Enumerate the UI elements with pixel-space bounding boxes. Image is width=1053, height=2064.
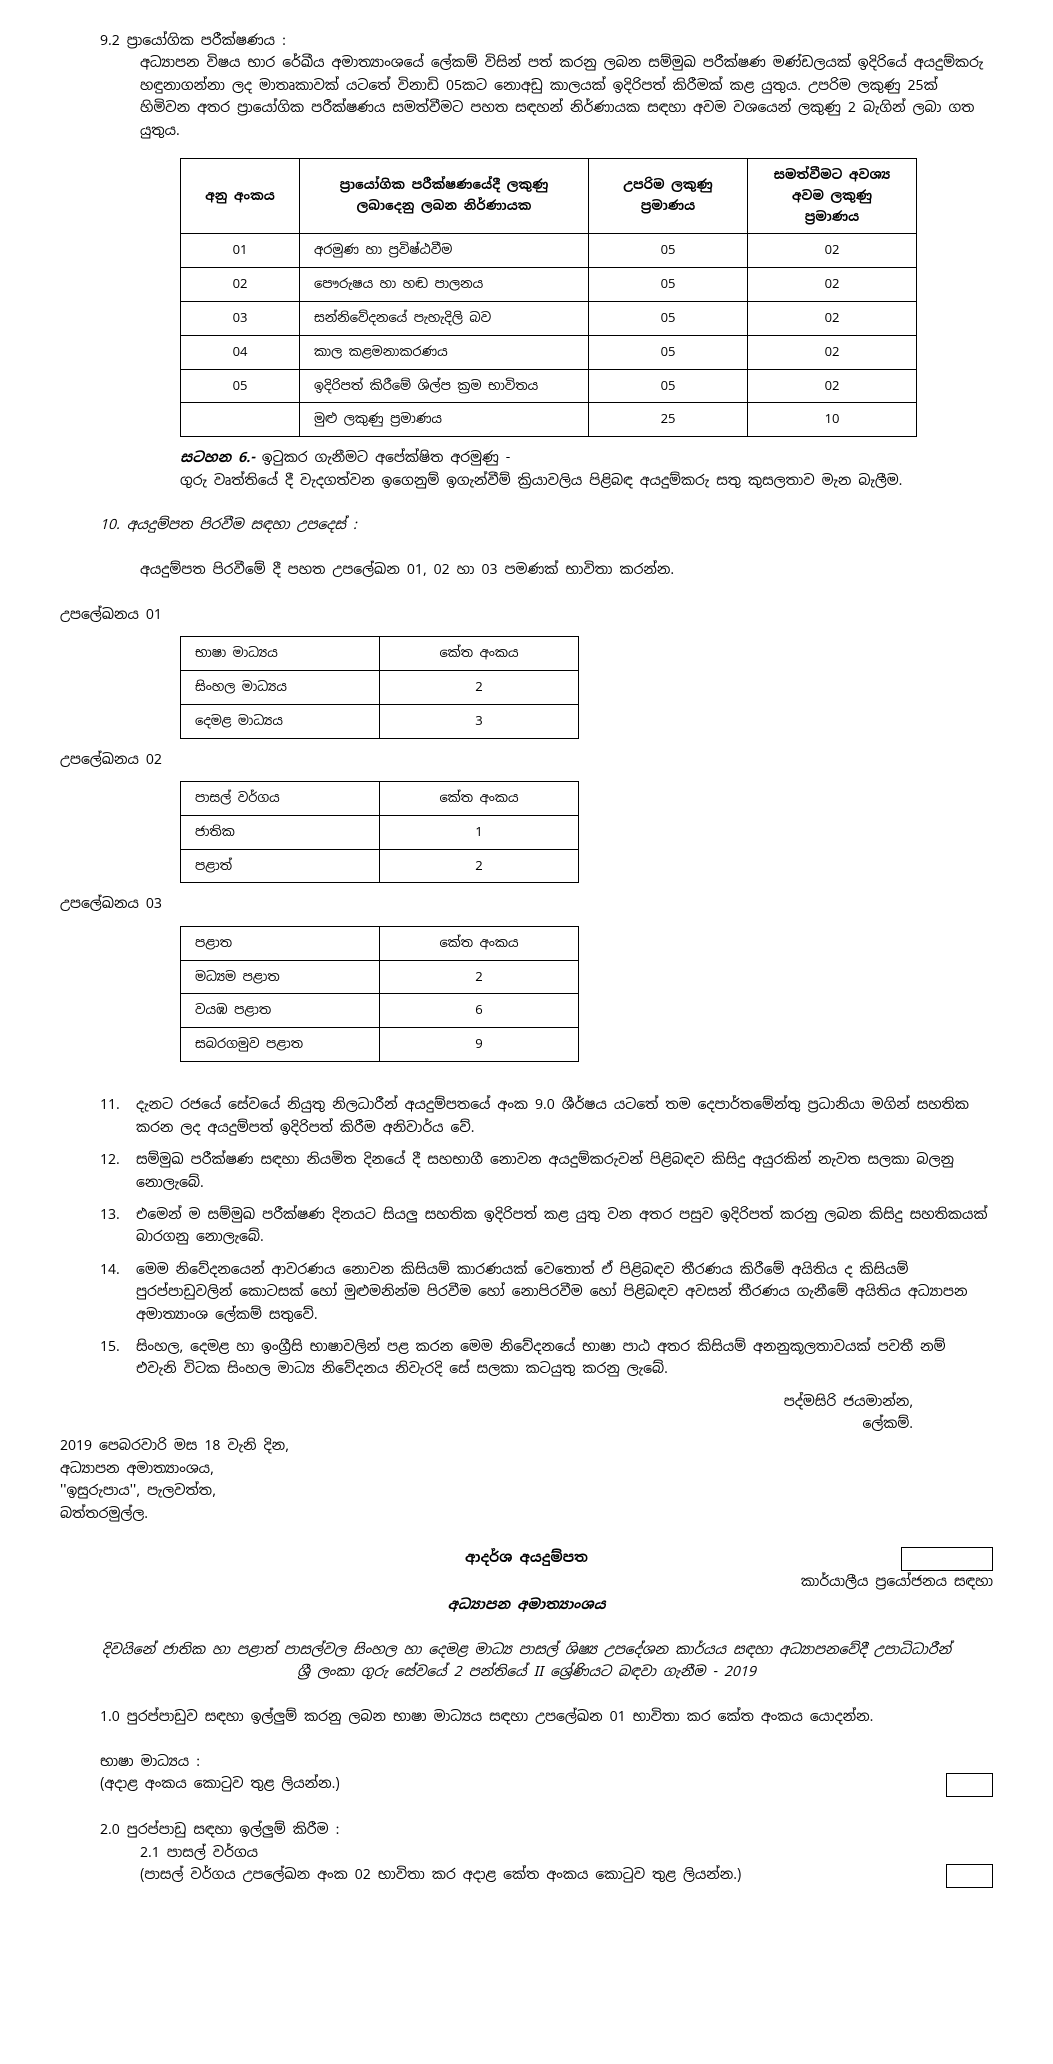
th: උපරිම ලකුණු ප්‍රමාණය — [589, 158, 748, 233]
para-9-2: අධ්‍යාපන විෂය භාර රේඛීය අමාත්‍යාංශයේ ලේක… — [140, 52, 993, 142]
q21-input-box[interactable] — [946, 1864, 993, 1888]
sign-title: ලේකම්. — [60, 1413, 913, 1435]
heading-9-2: 9.2 ප්‍රායෝගික පරීක්ෂණය : — [100, 30, 993, 52]
schedule-3-label: උපලේඛනය 03 — [60, 893, 993, 915]
table-schedule-1: භාෂා මාධ්‍යයකේත අංකය සිංහල මාධ්‍යය2 දෙමළ… — [180, 636, 579, 738]
schedule-1-label: උපලේඛනය 01 — [60, 604, 993, 626]
table-row: 01අරමුණ හා ප්‍රවිෂ්ඨවීම0502 — [181, 234, 917, 268]
long-title: දිවයිනේ ජාතික හා පළාත් පාසල්වල සිංහල හා … — [60, 1639, 993, 1684]
office-box[interactable] — [901, 1547, 993, 1571]
table-criteria-wrap: අනු අංකය ප්‍රායෝගික පරීක්ෂණයේදී ලකුණු ලබ… — [180, 158, 993, 437]
item-13: 13.එමෙන් ම සම්මුඛ පරීක්ෂණ දිනයට සියලු සහ… — [100, 1204, 993, 1249]
q1: 1.0 පුරප්පාඩුව සඳහා ඉල්ලුම් කරනු ලබන භාෂ… — [100, 1706, 993, 1797]
note-6-label: සටහන 6.- — [180, 449, 262, 467]
heading-10: 10. අයදුම්පත පිරවීම සඳහා උපදෙස් : — [100, 514, 993, 536]
table-schedule-2: පාසල් වර්ගයකේත අංකය ජාතික1 පළාත්2 — [180, 781, 579, 883]
signature-block: පද්මසිරි ජයමාන්න, ලේකම්. — [60, 1391, 913, 1436]
table-row: 04කාල කළමනාකරණය0502 — [181, 335, 917, 369]
table-row: 05ඉදිරිපත් කිරීමේ ශිල්ප ක්‍රම භාවිතය0502 — [181, 369, 917, 403]
q2: 2.0 පුරප්පාඩු සඳහා ඉල්ලුම් කිරීම : 2.1 ප… — [100, 1819, 993, 1888]
section-9-2: 9.2 ප්‍රායෝගික පරීක්ෂණය : අධ්‍යාපන විෂය … — [100, 30, 993, 142]
form-title: ආදර්ශ අයදුම්පත — [371, 1547, 682, 1569]
th: සමත්වීමට අවශ්‍ය අවම ලකුණු ප්‍රමාණය — [748, 158, 917, 233]
office-label: කාර්යාලීය ප්‍රයෝජනය සඳහා — [60, 1571, 993, 1593]
item-15: 15.සිංහල, දෙමළ හා ඉංග්‍රීසි භාෂාවලින් පළ… — [100, 1336, 993, 1381]
note-6-body: ගුරු වෘත්තියේ දී වැදගත්වන ඉගෙනුම් ඉගැන්ව… — [180, 470, 993, 492]
para-10: අයදුම්පත පිරවීමේ දී පහත උපලේඛන 01, 02 හා… — [140, 559, 993, 581]
th: ප්‍රායෝගික පරීක්ෂණයේදී ලකුණු ලබාදෙනු ලබන… — [300, 158, 589, 233]
table-row: අනු අංකය ප්‍රායෝගික පරීක්ෂණයේදී ලකුණු ලබ… — [181, 158, 917, 233]
q1-input-box[interactable] — [946, 1773, 993, 1797]
table-schedule-3: පළාතකේත අංකය මධ්‍යම පළාත2 වයඹ පළාත6 සබරග… — [180, 926, 579, 1062]
table-row: මුළු ලකුණු ප්‍රමාණය2510 — [181, 403, 917, 437]
table-row: 02පෞරුෂය හා හඬ පාලනය0502 — [181, 268, 917, 302]
sign-name: පද්මසිරි ජයමාන්න, — [60, 1391, 913, 1413]
note-6-title: ඉටුකර ගැනීමට අපේක්ෂිත අරමුණු - — [262, 449, 510, 467]
footer-block: 2019 පෙබරවාරි මස 18 වැනි දින, අධ්‍යාපන අ… — [60, 1435, 993, 1525]
ministry-title: අධ්‍යාපන අමාත්‍යාංශය — [60, 1594, 993, 1616]
th: අනු අංකය — [181, 158, 300, 233]
item-12: 12.සම්මුඛ පරීක්ෂණ සඳහා නියමිත දිනයේ දී ස… — [100, 1149, 993, 1194]
table-criteria: අනු අංකය ප්‍රායෝගික පරීක්ෂණයේදී ලකුණු ලබ… — [180, 158, 917, 437]
table-row: 03සන්නිවේදනයේ පැහැදිලි බව0502 — [181, 301, 917, 335]
schedule-2-label: උපලේඛනය 02 — [60, 749, 993, 771]
note-6: සටහන 6.- ඉටුකර ගැනීමට අපේක්ෂිත අරමුණු - — [180, 447, 993, 469]
form-header: ආදර්ශ අයදුම්පත — [60, 1547, 993, 1571]
item-11: 11.දැනට රජයේ සේවයේ නියුතු නිලධාරීන් අයදු… — [100, 1094, 993, 1139]
item-14: 14.මෙම නිවේදනයෙන් ආවරණය නොවන කිසියම් කාර… — [100, 1259, 993, 1326]
